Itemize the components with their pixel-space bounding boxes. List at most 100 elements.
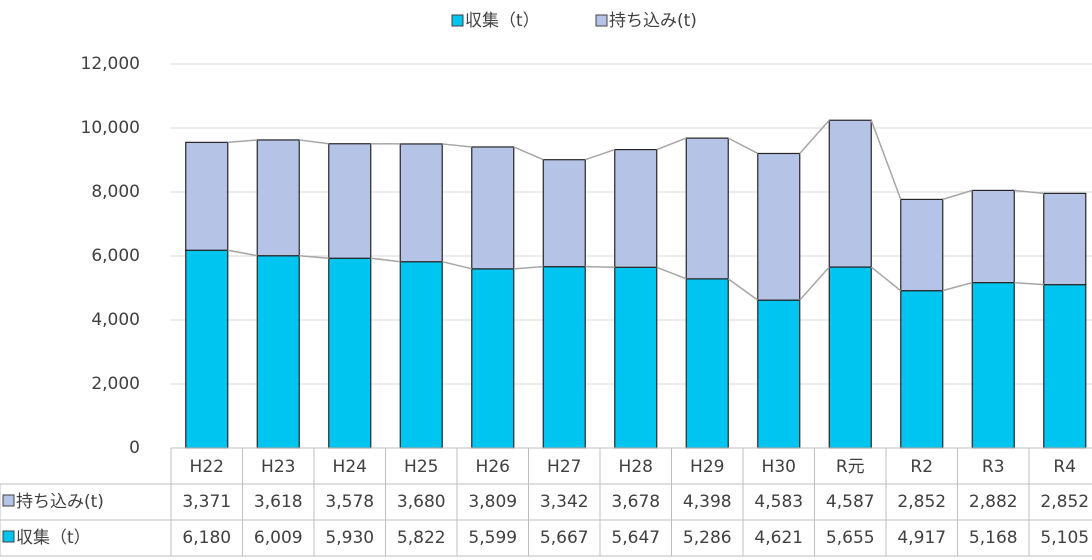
bar bbox=[542, 159, 586, 268]
bar bbox=[1043, 192, 1087, 286]
x-tick-label: H28 bbox=[619, 457, 653, 477]
table-value: 3,578 bbox=[325, 492, 374, 512]
bar bbox=[685, 278, 729, 449]
x-tick-label: H22 bbox=[190, 457, 224, 477]
bar bbox=[399, 143, 443, 263]
table-value: 5,655 bbox=[826, 528, 875, 548]
table-value: 3,678 bbox=[611, 492, 660, 512]
series-line bbox=[299, 254, 329, 259]
y-tick-label: 12,000 bbox=[81, 54, 140, 74]
bar bbox=[399, 261, 443, 449]
series-line bbox=[656, 137, 687, 151]
table-value: 3,680 bbox=[397, 492, 446, 512]
bar bbox=[757, 152, 801, 301]
bar bbox=[256, 139, 300, 257]
table-value: 3,809 bbox=[468, 492, 517, 512]
bar bbox=[685, 137, 729, 280]
x-tick-label: H30 bbox=[762, 457, 796, 477]
y-tick-label: 8,000 bbox=[91, 182, 140, 202]
table-value: 5,822 bbox=[397, 528, 446, 548]
series-line bbox=[370, 257, 401, 263]
table-value: 3,342 bbox=[540, 492, 589, 512]
y-tick-label: 10,000 bbox=[81, 118, 140, 138]
bar bbox=[828, 266, 872, 449]
table-value: 5,599 bbox=[468, 528, 517, 548]
x-tick-label: H23 bbox=[261, 457, 295, 477]
series-line bbox=[442, 260, 472, 270]
table-value: 4,583 bbox=[754, 492, 803, 512]
x-tick-label: R4 bbox=[1053, 457, 1076, 477]
table-value: 4,587 bbox=[826, 492, 875, 512]
x-tick-label: H26 bbox=[476, 457, 510, 477]
series-line bbox=[942, 189, 973, 201]
table-row-label: 持ち込み(t) bbox=[16, 492, 104, 512]
y-tick-label: 6,000 bbox=[91, 246, 140, 266]
series-line bbox=[1014, 189, 1044, 195]
x-tick-label: H25 bbox=[404, 457, 438, 477]
table-row-label: 収集（t） bbox=[16, 528, 91, 548]
table-value: 4,398 bbox=[683, 492, 732, 512]
series-line bbox=[799, 119, 830, 154]
table-value: 6,009 bbox=[254, 528, 303, 548]
bar bbox=[900, 198, 944, 292]
legend-key bbox=[2, 494, 15, 507]
legend-label: 持ち込み(t) bbox=[609, 11, 697, 31]
x-tick-label: H29 bbox=[690, 457, 724, 477]
series-line bbox=[227, 139, 258, 144]
series-line bbox=[585, 148, 615, 161]
table-value: 5,667 bbox=[540, 528, 589, 548]
bar bbox=[614, 266, 658, 449]
x-tick-label: R2 bbox=[910, 457, 933, 477]
table-value: 2,852 bbox=[1040, 492, 1089, 512]
table-value: 2,852 bbox=[897, 492, 946, 512]
legend-key bbox=[451, 14, 464, 27]
bar bbox=[471, 146, 515, 270]
series-line bbox=[870, 266, 902, 292]
series-line bbox=[870, 119, 902, 200]
bar bbox=[185, 249, 229, 449]
bar bbox=[828, 119, 872, 268]
bar bbox=[471, 268, 515, 449]
series-line bbox=[513, 265, 544, 270]
series-line bbox=[513, 146, 544, 161]
x-tick-label: H24 bbox=[333, 457, 367, 477]
bar bbox=[328, 257, 372, 449]
bar bbox=[1043, 284, 1087, 449]
bar bbox=[256, 255, 300, 449]
y-tick-label: 4,000 bbox=[91, 310, 140, 330]
bar bbox=[328, 143, 372, 259]
series-line bbox=[799, 266, 830, 301]
series-line bbox=[585, 265, 615, 269]
series-line bbox=[727, 278, 759, 301]
table-value: 5,105 bbox=[1040, 528, 1089, 548]
table-value: 3,618 bbox=[254, 492, 303, 512]
table-value: 4,621 bbox=[754, 528, 803, 548]
legend-label: 収集（t） bbox=[465, 11, 540, 31]
series-line bbox=[656, 266, 687, 280]
x-tick-label: H27 bbox=[547, 457, 581, 477]
series-line bbox=[299, 139, 329, 145]
bar bbox=[971, 189, 1015, 284]
bar bbox=[971, 282, 1015, 449]
table-value: 3,371 bbox=[182, 492, 231, 512]
series-line bbox=[942, 281, 973, 292]
table-value: 5,286 bbox=[683, 528, 732, 548]
bar bbox=[185, 141, 229, 251]
table-value: 5,168 bbox=[969, 528, 1018, 548]
y-tick-label: 0 bbox=[129, 438, 140, 458]
bar bbox=[900, 290, 944, 449]
series-line bbox=[442, 143, 472, 148]
table-value: 6,180 bbox=[182, 528, 231, 548]
legend-key bbox=[2, 530, 15, 543]
table-value: 2,882 bbox=[969, 492, 1018, 512]
x-tick-label: R元 bbox=[836, 457, 865, 477]
y-tick-label: 2,000 bbox=[91, 374, 140, 394]
bar bbox=[614, 149, 658, 268]
series-line bbox=[727, 137, 759, 155]
bar bbox=[757, 299, 801, 449]
table-value: 4,917 bbox=[897, 528, 946, 548]
x-tick-label: R3 bbox=[982, 457, 1005, 477]
series-line bbox=[227, 249, 258, 257]
table-value: 5,647 bbox=[611, 528, 660, 548]
